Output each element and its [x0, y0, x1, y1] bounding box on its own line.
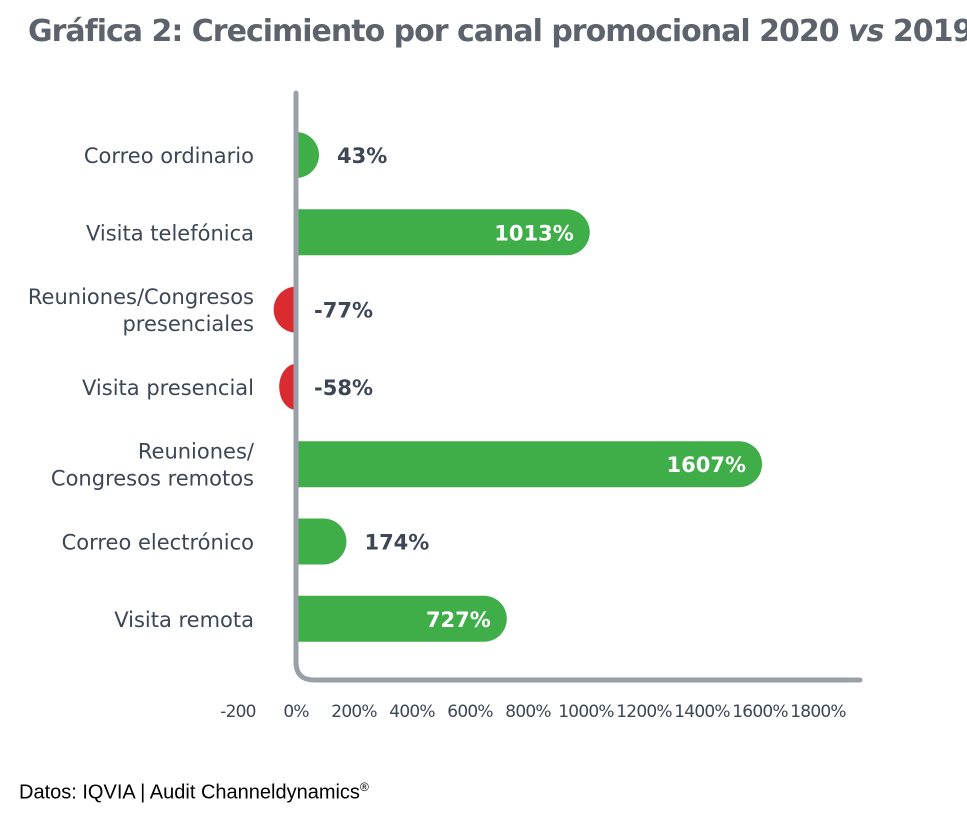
x-tick-label: 1800%	[790, 702, 846, 722]
value-label: 1013%	[494, 221, 574, 245]
registered-mark: ®	[359, 780, 369, 794]
value-label: 43%	[337, 144, 387, 168]
bar-chart: Correo ordinario Visita telefónica Reunion…	[28, 90, 863, 722]
category-label: presenciales	[122, 312, 254, 336]
x-tick-label: 1400%	[674, 702, 730, 722]
bar-5	[296, 441, 763, 488]
x-tick-label: 200%	[331, 702, 377, 722]
chart-title-year: 2019	[883, 14, 967, 49]
bar-4	[279, 363, 296, 410]
value-label: 1607%	[667, 453, 747, 477]
x-tick-label: 1200%	[616, 702, 672, 722]
x-tick-label: 1000%	[558, 702, 614, 722]
chart-title-vs: vs	[848, 14, 884, 49]
source-note: Datos: IQVIA | Audit Channeldynamics®	[19, 780, 369, 805]
axis-line	[293, 90, 863, 683]
x-tick-label: 400%	[389, 702, 435, 722]
category-label: Reuniones/	[138, 440, 255, 464]
x-tick-label: 0%	[283, 702, 309, 722]
category-label: Visita remota	[114, 608, 254, 632]
bar-1	[296, 132, 319, 178]
category-label: Reuniones/Congresos	[28, 285, 254, 309]
bar-7	[296, 595, 507, 642]
source-text: Datos: IQVIA | Audit Channeldynamics	[19, 781, 360, 804]
x-tick-label: -200	[220, 702, 255, 722]
category-label: Visita presencial	[82, 376, 254, 400]
bar-6	[296, 518, 347, 565]
x-tick-label: 1600%	[732, 702, 788, 722]
category-label: Congresos remotos	[51, 467, 254, 491]
value-label: -77%	[314, 299, 373, 323]
category-label: Correo electrónico	[62, 531, 254, 555]
bar-2	[296, 209, 590, 256]
category-label: Correo ordinario	[84, 144, 254, 168]
chart-title-main: Gráfica 2: Crecimiento por canal promoci…	[28, 14, 849, 49]
x-tick-label: 600%	[447, 702, 493, 722]
x-tick-label: 800%	[505, 702, 551, 722]
value-label: 174%	[364, 531, 429, 555]
bar-3	[273, 286, 296, 333]
chart-title: Gráfica 2: Crecimiento por canal promoci…	[28, 14, 967, 49]
value-label: -58%	[314, 376, 373, 400]
value-label: 727%	[426, 608, 491, 632]
category-label: Visita telefónica	[86, 221, 254, 245]
